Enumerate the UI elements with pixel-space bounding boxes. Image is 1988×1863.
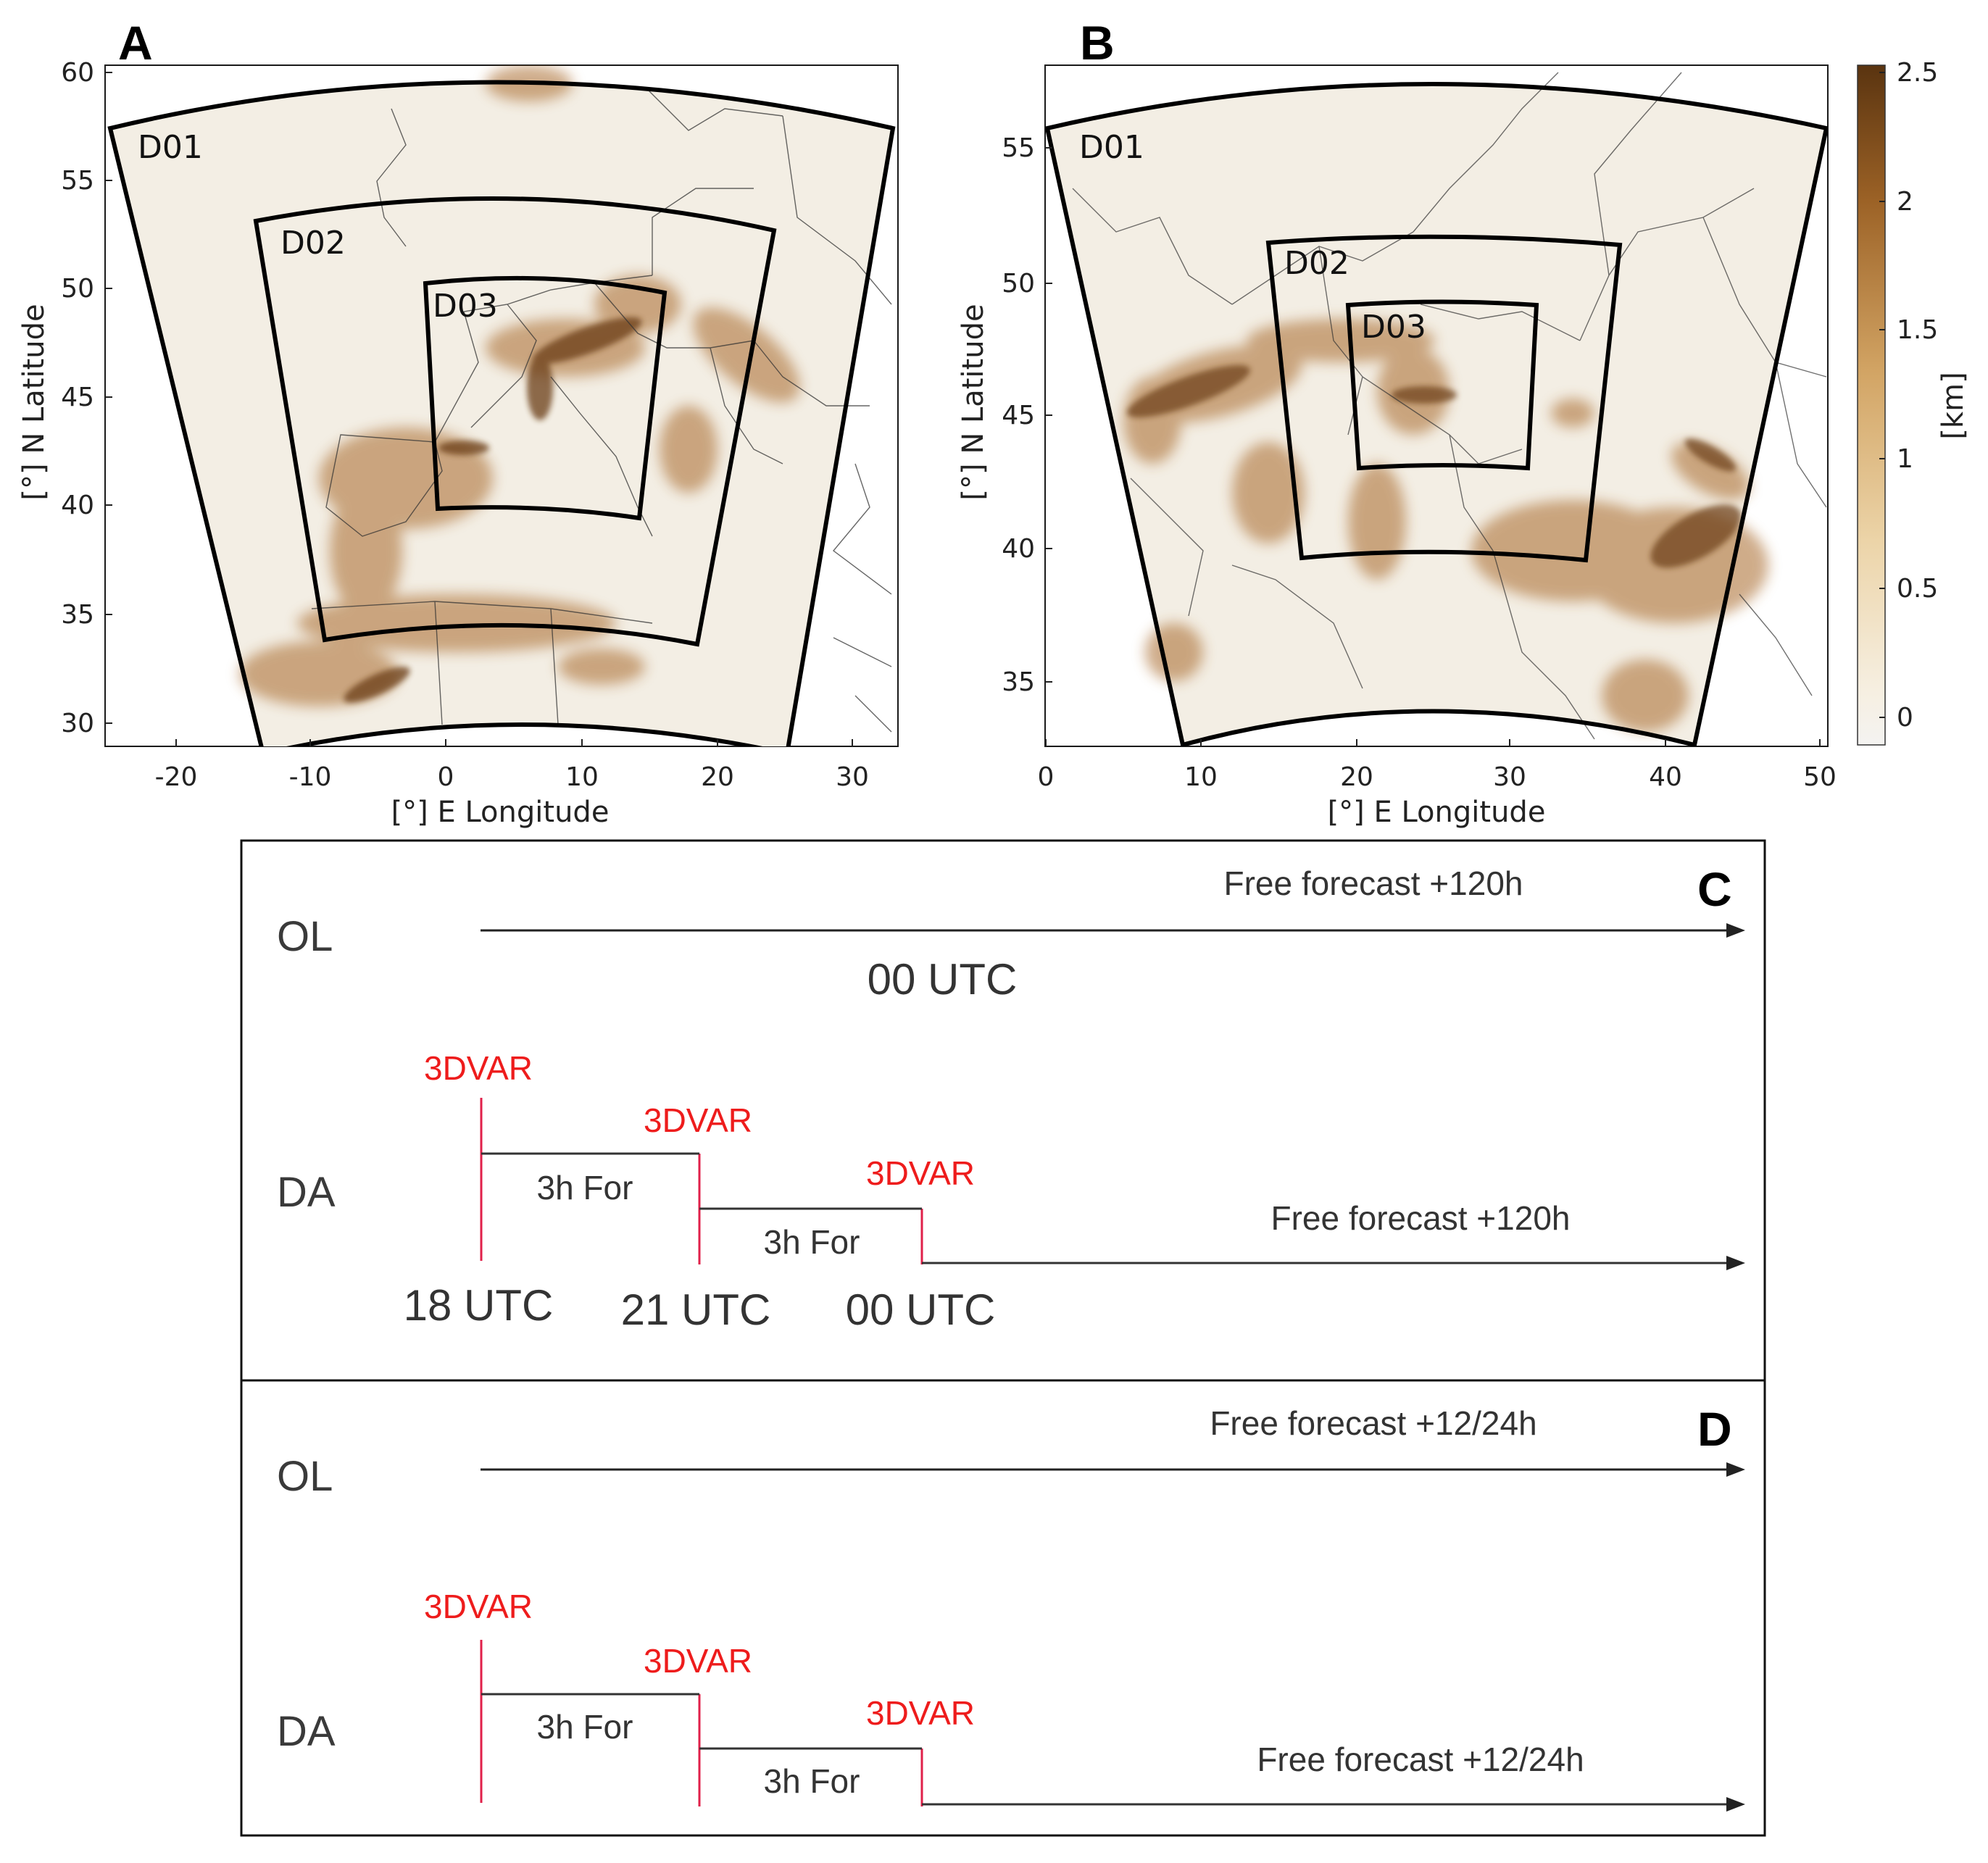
x-axis-label-b: [°] E Longitude (1328, 796, 1546, 829)
x-tick-b: 40 (1649, 762, 1682, 792)
da-steps-d (480, 1640, 923, 1806)
ol-forecast-label-c: Free forecast +120h (1224, 864, 1523, 902)
x-tick-a: 10 (565, 762, 599, 792)
x-tick-b: 10 (1184, 762, 1218, 792)
x-tick-b: 20 (1340, 762, 1373, 792)
ol-label-d: OL (277, 1453, 333, 1500)
panel-label-d: D (1697, 1402, 1732, 1456)
y-tick-a: 30 (61, 709, 94, 738)
ol-label-c: OL (277, 913, 333, 960)
window-label-d: 3h For (537, 1708, 633, 1746)
d03-box-a (423, 275, 667, 521)
y-tick-a: 35 (61, 600, 94, 630)
d01-box-b (1045, 82, 1828, 746)
x-tick-b: 30 (1493, 762, 1526, 792)
x-tick-a: 20 (701, 762, 734, 792)
da-forecast-label-d: Free forecast +12/24h (1257, 1741, 1584, 1778)
da-label-c: DA (277, 1169, 336, 1216)
da-path-d (481, 1693, 1738, 1806)
d03-box-b (1345, 299, 1539, 471)
x-tick-a: -10 (289, 762, 332, 792)
borders-b (1072, 72, 1827, 740)
x-ticks-b: 0 10 20 30 40 50 (1038, 762, 1837, 792)
window-label-c: 3h For (537, 1169, 633, 1206)
x-tick-a: -20 (155, 762, 198, 792)
assim-label-d: 3DVAR (644, 1642, 752, 1680)
y-axis-label-a: [°] N Latitude (17, 304, 51, 500)
colorbar-tick: 2 (1897, 187, 1913, 217)
x-tick-a: 30 (836, 762, 869, 792)
y-tick-b: 55 (1002, 133, 1035, 163)
y-tick-a: 45 (61, 383, 94, 412)
ol-arrowhead-d (1726, 1462, 1745, 1477)
ol-time-c: 00 UTC (868, 955, 1018, 1004)
da-arrowhead-d (1726, 1797, 1745, 1812)
ol-forecast-label-d: Free forecast +12/24h (1210, 1404, 1536, 1442)
window-label-d: 3h For (764, 1762, 860, 1800)
y-tick-a: 60 (61, 58, 94, 88)
da-forecast-label-c: Free forecast +120h (1271, 1199, 1571, 1237)
y-ticks-b: 55 50 45 40 35 (1002, 133, 1035, 697)
y-tick-b: 40 (1002, 534, 1035, 564)
assim-label-d: 3DVAR (866, 1694, 975, 1732)
x-tick-a: 0 (438, 762, 454, 792)
d02-box-b (1265, 234, 1623, 563)
d02-label-b: D02 (1284, 245, 1349, 282)
y-ticks-a: 60 55 50 45 40 35 30 (61, 58, 94, 738)
ol-arrowhead-c (1726, 923, 1745, 938)
assim-label-c: 3DVAR (644, 1101, 752, 1139)
map-panel-a: D01 D02 D03 -20 -10 0 10 20 30 60 55 50 … (17, 16, 899, 829)
d01-fill-a (110, 82, 893, 746)
assim-label-c: 3DVAR (424, 1049, 533, 1087)
assim-label-d: 3DVAR (424, 1588, 533, 1625)
window-label-c: 3h For (764, 1223, 860, 1261)
d01-box-a (107, 80, 896, 746)
timeline-panel-d: D OL Free forecast +12/24h DA 3DVAR 3DVA… (240, 1379, 1766, 1837)
timeline-panel-c: C OL Free forecast +120h 00 UTC DA 3DVAR… (240, 839, 1766, 1382)
colorbar-tick: 2.5 (1897, 58, 1938, 88)
panel-label-a: A (118, 16, 153, 70)
y-axis-label-b: [°] N Latitude (957, 304, 990, 500)
colorbar: 2.5 2 1.5 1 0.5 0 [km] (1857, 58, 1970, 746)
y-tick-a: 55 (61, 166, 94, 196)
panel-label-c: C (1697, 862, 1732, 916)
da-label-d: DA (277, 1708, 336, 1755)
y-tick-a: 40 (61, 491, 94, 520)
panel-d-frame (240, 1379, 1766, 1837)
time-label-c: 18 UTC (404, 1281, 554, 1330)
assim-label-c: 3DVAR (866, 1154, 975, 1192)
panel-label-b: B (1080, 16, 1115, 70)
y-tick-b: 50 (1002, 269, 1035, 299)
colorbar-tick: 1.5 (1897, 315, 1938, 345)
d01-label-a: D01 (138, 129, 203, 166)
y-tick-b: 45 (1002, 401, 1035, 430)
da-arrowhead-c (1726, 1256, 1745, 1270)
da-path-c (481, 1152, 1738, 1264)
domains-a (107, 80, 896, 746)
x-axis-label-a: [°] E Longitude (391, 796, 610, 829)
colorbar-tick: 0 (1897, 703, 1913, 733)
d03-label-b: D03 (1361, 309, 1426, 346)
d02-box-a (253, 196, 777, 647)
time-label-c: 21 UTC (621, 1285, 771, 1334)
colorbar-unit: [km] (1937, 372, 1970, 439)
time-label-c: 00 UTC (846, 1285, 996, 1334)
y-tick-a: 50 (61, 274, 94, 304)
y-tick-b: 35 (1002, 667, 1035, 697)
colorbar-gradient (1857, 64, 1886, 746)
colorbar-tick: 1 (1897, 444, 1913, 474)
map-panel-b: D01 D02 D03 0 10 20 30 40 50 55 50 45 40… (957, 16, 1837, 829)
x-tick-b: 50 (1803, 762, 1837, 792)
colorbar-tick: 0.5 (1897, 574, 1938, 604)
x-ticks-a: -20 -10 0 10 20 30 (155, 762, 869, 792)
d03-label-a: D03 (433, 288, 498, 325)
d01-label-b: D01 (1079, 129, 1144, 166)
x-tick-b: 0 (1038, 762, 1055, 792)
d02-label-a: D02 (280, 225, 346, 262)
domains-b (1045, 82, 1828, 746)
